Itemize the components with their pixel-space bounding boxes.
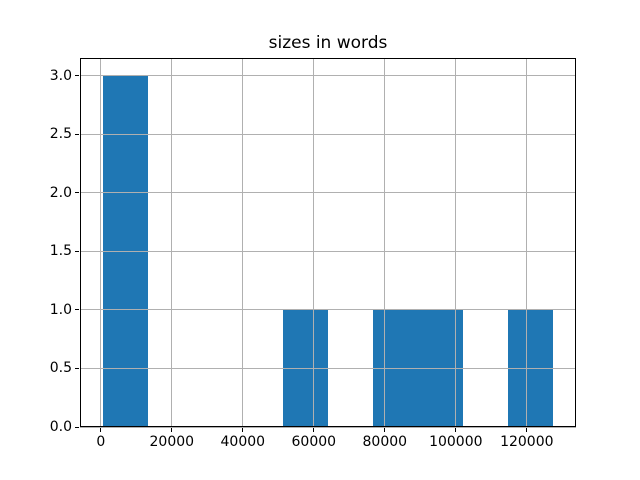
y-tick-label: 3.0 [49, 67, 72, 84]
x-tick-label: 0 [96, 434, 106, 450]
x-gridline [313, 58, 315, 427]
y-tick-label: 0.5 [49, 360, 72, 377]
y-tick-label: 2.0 [49, 184, 72, 201]
x-tick-label: 60000 [291, 434, 337, 450]
x-gridline [526, 58, 528, 427]
y-tick-mark [75, 75, 79, 77]
y-tick-mark [75, 192, 79, 194]
plot-area [80, 58, 576, 428]
y-tick-mark [75, 426, 79, 428]
y-tick-label: 1.0 [49, 301, 72, 318]
y-gridline [80, 133, 576, 135]
y-tick-mark [75, 133, 79, 135]
x-tick-mark [455, 428, 457, 432]
x-tick-mark [242, 428, 244, 432]
x-tick-label: 100000 [429, 434, 483, 450]
x-gridline [242, 58, 244, 427]
y-tick-mark [75, 367, 79, 369]
x-gridline [455, 58, 457, 427]
x-tick-mark [171, 428, 173, 432]
y-gridline [80, 367, 576, 369]
y-gridline [80, 192, 576, 194]
x-tick-label: 40000 [220, 434, 266, 450]
chart-title: sizes in words [268, 33, 388, 53]
y-gridline [80, 250, 576, 252]
x-tick-mark [313, 428, 315, 432]
y-gridline [80, 75, 576, 77]
y-tick-mark [75, 250, 79, 252]
x-tick-mark [384, 428, 386, 432]
x-gridline [384, 58, 386, 427]
x-tick-mark [100, 428, 102, 432]
x-tick-label: 20000 [149, 434, 195, 450]
y-tick-label: 2.5 [49, 126, 72, 143]
x-gridline [171, 58, 173, 427]
y-gridline [80, 426, 576, 428]
x-gridline [100, 58, 102, 427]
y-gridline [80, 309, 576, 311]
y-tick-mark [75, 309, 79, 311]
x-tick-mark [526, 428, 528, 432]
axes-frame [80, 58, 576, 427]
y-tick-label: 0.0 [49, 419, 72, 435]
x-tick-label: 120000 [500, 434, 554, 450]
y-tick-label: 1.5 [49, 243, 72, 260]
x-tick-label: 80000 [362, 434, 408, 450]
